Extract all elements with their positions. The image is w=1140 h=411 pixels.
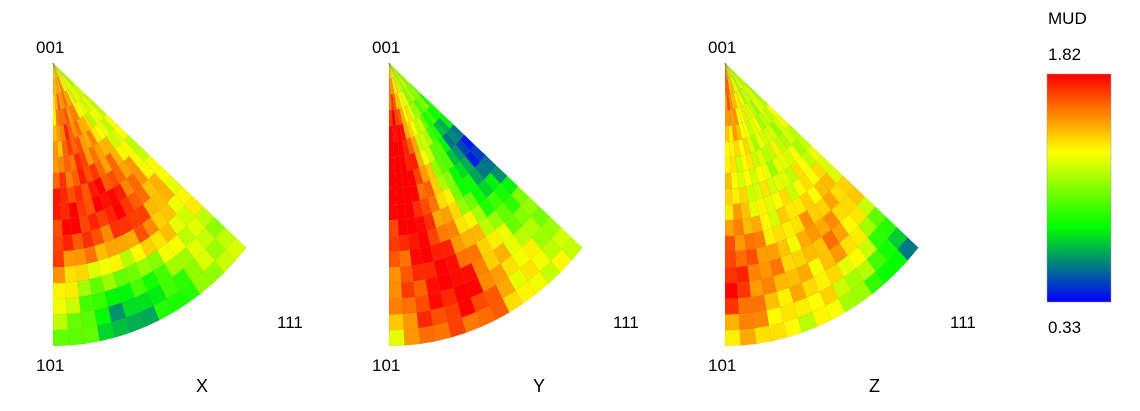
ipf-cell xyxy=(52,188,62,205)
corner-label-111: 111 xyxy=(277,313,303,332)
ipf-cell xyxy=(52,266,66,284)
ipf-cell xyxy=(52,62,55,79)
ipf-cell xyxy=(67,328,85,346)
ipf-cells-y xyxy=(388,62,583,347)
ipf-cell xyxy=(724,298,740,315)
corner-label-111: 111 xyxy=(613,313,639,332)
ipf-cell xyxy=(63,249,76,268)
ipf-cell xyxy=(754,325,773,345)
ipf-cell xyxy=(724,266,738,284)
ipf-cell xyxy=(82,325,101,345)
corner-label-111: 111 xyxy=(950,313,976,332)
corner-label-001: 001 xyxy=(708,38,736,57)
ipf-cell xyxy=(724,203,734,221)
ipf-cell xyxy=(724,62,736,75)
ipf-cell xyxy=(388,266,402,284)
ipf-cell xyxy=(724,188,734,205)
ipf-cell xyxy=(724,313,741,331)
ipf-cell xyxy=(403,328,421,346)
corner-label-101: 101 xyxy=(372,356,400,375)
ipf-cell xyxy=(724,282,739,300)
ipf-cell xyxy=(724,172,733,190)
ipf-cell xyxy=(401,296,418,315)
ipf-cell xyxy=(388,235,400,252)
ipf-cell xyxy=(52,203,62,221)
ipf-cell xyxy=(52,282,67,300)
ipf-cell xyxy=(52,313,69,331)
ipf-cell xyxy=(52,298,68,315)
ipf-cell xyxy=(388,313,405,331)
ipf-cells-x xyxy=(52,62,247,347)
ipf-cell xyxy=(734,234,747,252)
corner-label-101: 101 xyxy=(708,356,736,375)
ipf-cell xyxy=(52,251,65,268)
ipf-cell xyxy=(736,281,752,299)
axis-label-y: Y xyxy=(533,376,545,396)
ipf-cell xyxy=(388,203,398,221)
ipf-cell xyxy=(402,312,419,331)
corner-label-001: 001 xyxy=(372,38,400,57)
ipf-cell xyxy=(398,234,411,252)
ipf-cell xyxy=(52,235,64,252)
ipf-cell xyxy=(724,329,741,347)
ipf-cell xyxy=(388,251,401,268)
colorbar-gradient xyxy=(1046,73,1112,303)
corner-label-101: 101 xyxy=(36,356,64,375)
ipf-cell xyxy=(225,237,247,261)
ipf-cell xyxy=(724,235,736,252)
axis-label-x: X xyxy=(196,376,208,396)
ipf-cell xyxy=(561,237,583,261)
ipf-cell xyxy=(52,219,63,237)
ipf-cell xyxy=(399,249,412,268)
colorbar-title: MUD xyxy=(1048,9,1087,28)
ipf-cell xyxy=(52,172,61,190)
ipf-cell xyxy=(724,219,735,237)
corner-label-001: 001 xyxy=(36,38,64,57)
ipf-cell xyxy=(388,62,391,79)
ipf-cell xyxy=(65,296,82,315)
ipf-cell xyxy=(52,329,69,347)
ipf-cell xyxy=(388,172,397,190)
ipf-cell xyxy=(739,328,757,346)
ipf-panel-z: 001 101 111 Z xyxy=(708,38,976,396)
ipf-cell xyxy=(752,310,770,329)
ipf-cell xyxy=(897,237,919,261)
ipf-panel-x: 001 101 111 X xyxy=(36,38,303,396)
ipf-cell xyxy=(416,310,434,329)
ipf-cell xyxy=(388,329,405,347)
ipf-cell xyxy=(80,310,98,329)
ipf-cell xyxy=(52,62,63,76)
ipf-cell xyxy=(388,298,404,315)
ipf-cell xyxy=(724,251,737,268)
ipf-cell xyxy=(418,325,437,345)
ipf-cell xyxy=(388,188,398,205)
ipf-cell xyxy=(738,312,755,331)
ipf-cell xyxy=(724,62,735,76)
colorbar-min-label: 0.33 xyxy=(1048,318,1081,337)
ipf-cell xyxy=(388,219,399,237)
ipf-panel-y: 001 101 111 Y xyxy=(372,38,639,396)
ipf-cells-z xyxy=(724,62,919,347)
ipf-cell xyxy=(62,234,75,252)
ipf-cell xyxy=(400,281,416,299)
ipf-cell xyxy=(737,296,754,315)
colorbar-max-label: 1.82 xyxy=(1048,45,1081,64)
ipf-cell xyxy=(66,312,83,331)
ipf-cell xyxy=(735,249,748,268)
ipf-cell xyxy=(64,265,78,283)
ipf-cell xyxy=(736,265,750,283)
axis-label-z: Z xyxy=(869,376,880,396)
ipf-cell xyxy=(400,265,414,283)
colorbar: MUD 1.82 0.33 xyxy=(1046,9,1112,337)
ipf-cell xyxy=(64,281,80,299)
ipf-cell xyxy=(388,282,403,300)
